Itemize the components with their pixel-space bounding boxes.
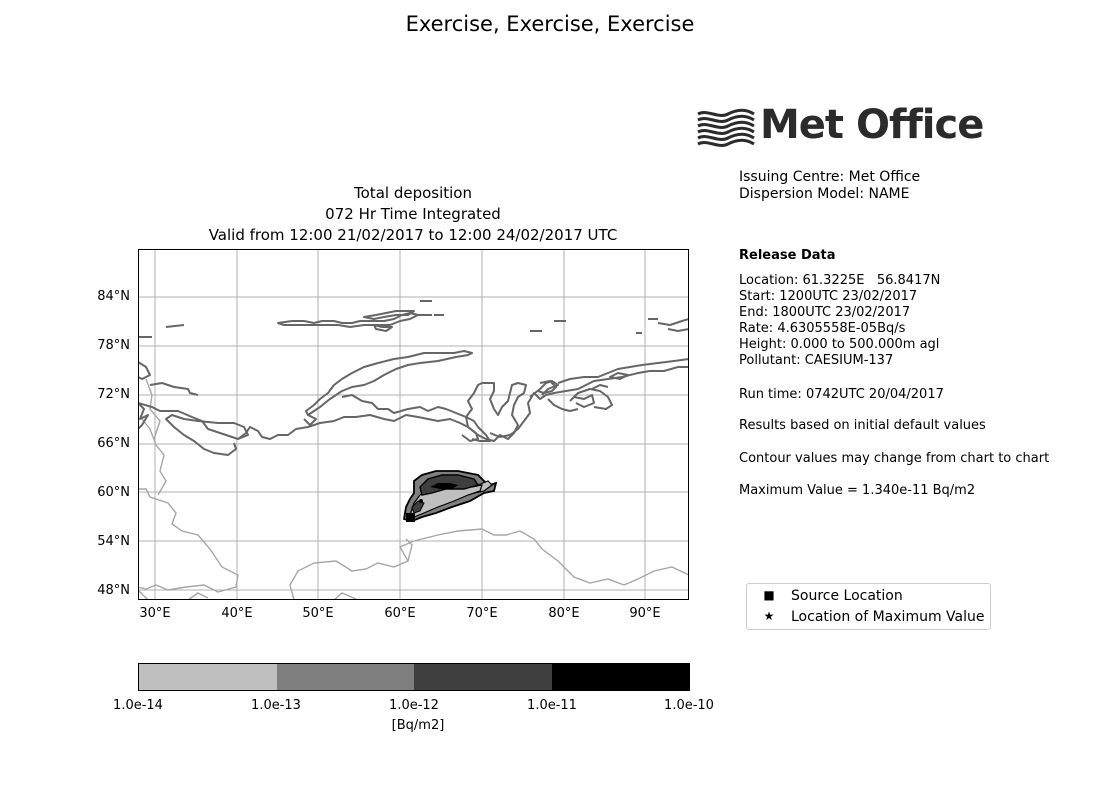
met-office-logo-text: Met Office: [760, 102, 984, 148]
lat-tick-label: 54°N: [97, 534, 130, 549]
lon-tick-label: 90°E: [629, 606, 661, 621]
lon-tick-label: 60°E: [384, 606, 416, 621]
main-title: Exercise, Exercise, Exercise: [405, 12, 695, 36]
map-gridlines: [138, 249, 689, 600]
map-title-line-3: Valid from 12:00 21/02/2017 to 12:00 24/…: [208, 226, 618, 244]
lon-tick-label: 70°E: [466, 606, 498, 621]
colorbar-segment: [139, 664, 277, 690]
issuing-centre: Issuing Centre: Met Office: [739, 169, 921, 185]
lon-tick-label: 40°E: [221, 606, 253, 621]
colorbar-segment: [276, 664, 414, 690]
colorbar-segment: [551, 664, 689, 690]
dispersion-model: Dispersion Model: NAME: [739, 186, 910, 202]
colorbar-tick-label: 1.0e-10: [664, 698, 714, 713]
country-borders: [138, 378, 689, 600]
star-marker-icon: ★: [763, 609, 775, 623]
source-location-marker: [406, 513, 415, 522]
contour-note: Contour values may change from chart to …: [739, 451, 1050, 466]
deposition-map: [138, 249, 689, 600]
colorbar-tick-label: 1.0e-12: [389, 698, 439, 713]
run-time: Run time: 0742UTC 20/04/2017: [739, 387, 944, 402]
colorbar: [138, 663, 690, 691]
release-data-heading: Release Data: [739, 248, 836, 263]
maximum-value: Maximum Value = 1.340e-11 Bq/m2: [739, 483, 976, 498]
lat-tick-label: 78°N: [97, 338, 130, 353]
deposition-plume: [402, 470, 498, 522]
release-height: Height: 0.000 to 500.000m agl: [739, 337, 940, 352]
lat-tick-label: 84°N: [97, 289, 130, 304]
lon-tick-label: 80°E: [548, 606, 580, 621]
lat-tick-label: 66°N: [97, 436, 130, 451]
legend-label: Location of Maximum Value: [791, 609, 985, 625]
colorbar-segment: [414, 664, 552, 690]
map-title-line-2: 072 Hr Time Integrated: [325, 205, 501, 223]
release-location: Location: 61.3225E 56.8417N: [739, 273, 941, 288]
colorbar-tick-label: 1.0e-11: [527, 698, 577, 713]
square-marker-icon: ■: [763, 588, 775, 602]
lon-tick-label: 30°E: [139, 606, 171, 621]
colorbar-tick-label: 1.0e-14: [113, 698, 163, 713]
met-office-logo: Met Office: [696, 102, 984, 148]
colorbar-unit-label: [Bq/m2]: [391, 718, 445, 733]
map-legend: ■ Source Location ★ Location of Maximum …: [746, 583, 991, 630]
map-frame: [138, 249, 689, 600]
lat-tick-label: 72°N: [97, 387, 130, 402]
lat-tick-label: 60°N: [97, 485, 130, 500]
release-end: End: 1800UTC 23/02/2017: [739, 305, 911, 320]
lat-tick-label: 48°N: [97, 583, 130, 598]
met-office-wave-icon: [697, 108, 755, 147]
map-title-line-1: Total deposition: [354, 184, 472, 202]
maximum-value-marker: [419, 499, 423, 503]
release-pollutant: Pollutant: CAESIUM-137: [739, 353, 894, 368]
results-note: Results based on initial default values: [739, 418, 986, 433]
lon-tick-label: 50°E: [302, 606, 334, 621]
release-rate: Rate: 4.6305558E-05Bq/s: [739, 321, 906, 336]
colorbar-tick-label: 1.0e-13: [251, 698, 301, 713]
legend-label: Source Location: [791, 588, 903, 604]
coastlines: [138, 300, 689, 456]
release-start: Start: 1200UTC 23/02/2017: [739, 289, 918, 304]
